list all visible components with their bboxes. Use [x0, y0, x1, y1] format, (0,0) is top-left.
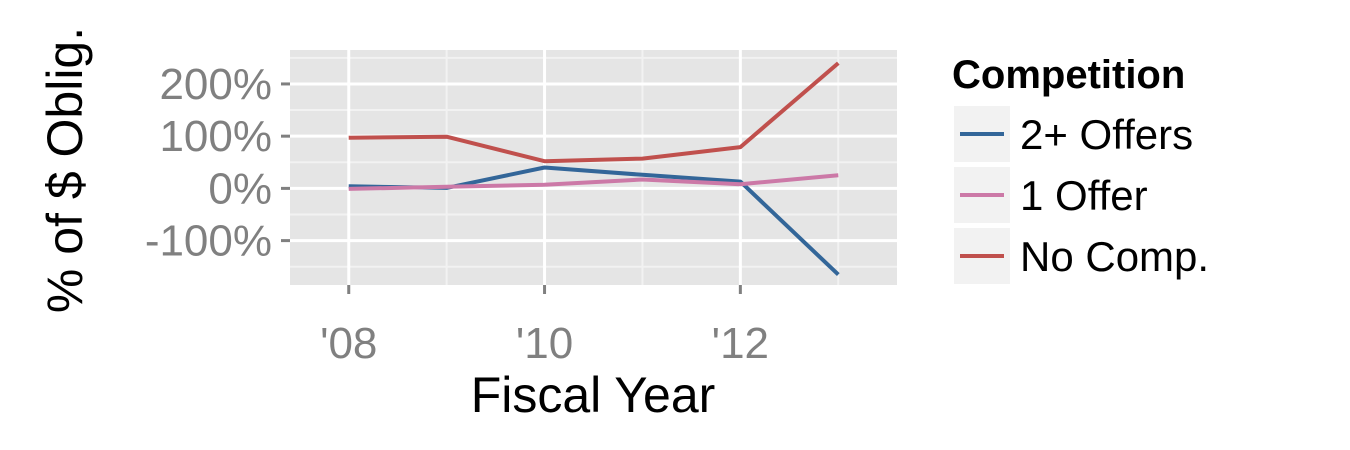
y-tick-label: 200% [159, 60, 272, 109]
legend-label: No Comp. [1020, 233, 1209, 280]
y-tick-label: 100% [159, 112, 272, 161]
plot-panel [290, 50, 897, 285]
legend-title: Competition [952, 53, 1185, 97]
y-axis-title: % of $ Oblig. [37, 27, 93, 313]
x-axis-title: Fiscal Year [471, 367, 716, 423]
series-lines [348, 61, 840, 277]
x-tick-label: '12 [712, 319, 769, 368]
legend-label: 1 Offer [1020, 172, 1148, 219]
y-tick-label: -100% [145, 217, 272, 266]
legend-label: 2+ Offers [1020, 111, 1193, 158]
series-line [348, 173, 839, 191]
x-tick-label: '08 [320, 319, 377, 368]
series-line [348, 61, 840, 164]
x-tick-labels: '08 '10 '12 [320, 319, 769, 368]
legend: Competition 2+ Offers 1 Offer No Comp. [952, 53, 1209, 284]
y-tick-labels: 200%100%0%-100% [145, 60, 272, 266]
y-tick-label: 0% [208, 164, 272, 213]
x-tick-label: '10 [516, 319, 573, 368]
minor-gridlines [290, 50, 897, 285]
axis-ticks [281, 82, 742, 294]
